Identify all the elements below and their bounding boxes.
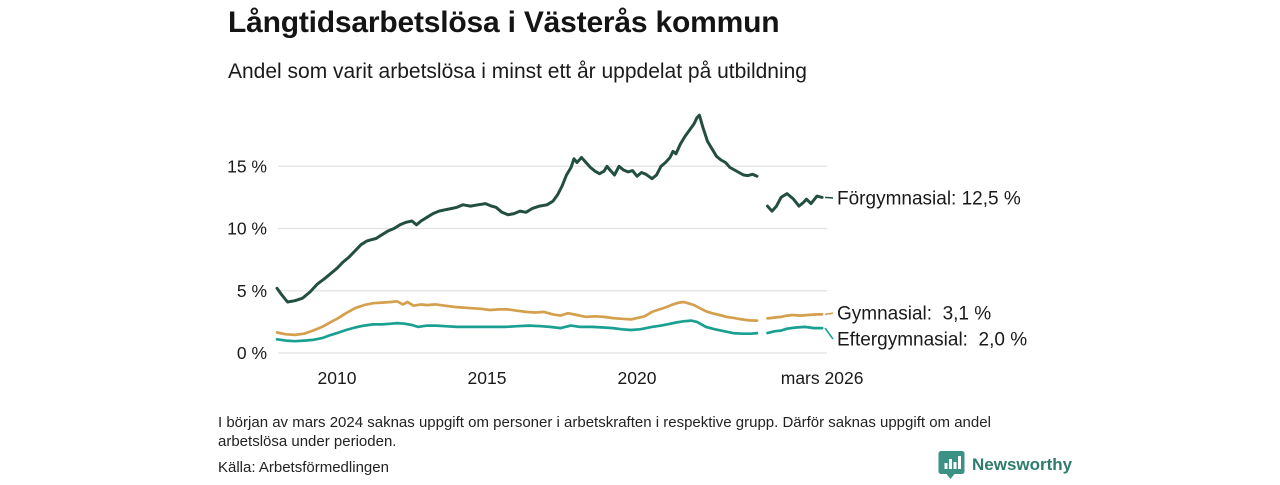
y-axis-tick-label: 10 % <box>227 219 267 239</box>
y-axis-tick-label: 5 % <box>237 281 267 301</box>
series-end-label-gymnasial: Gymnasial: 3,1 % <box>837 304 991 325</box>
series-line-eftergymnasial <box>766 325 824 335</box>
newsworthy-logo-icon <box>938 450 965 480</box>
x-axis-tick-label: mars 2026 <box>781 368 864 388</box>
series-line-gymnasial <box>275 299 759 337</box>
y-axis-tick-label: 15 % <box>227 156 267 176</box>
label-connector-eftergymnasial <box>824 327 834 340</box>
label-connector-gymnasial <box>824 312 834 316</box>
x-axis-tick-label: 2010 <box>318 368 357 388</box>
label-connector-forgymnasial <box>825 196 834 199</box>
source-line: Källa: Arbetsförmedlingen <box>218 459 389 476</box>
page-title: Långtidsarbetslösa i Västerås kommun <box>228 6 780 39</box>
series-line-gymnasial <box>766 313 824 320</box>
series-line-forgymnasial <box>766 192 824 213</box>
page-subtitle: Andel som varit arbetslösa i minst ett å… <box>228 60 807 83</box>
series-line-forgymnasial <box>275 113 759 304</box>
series-end-label-eftergymnasial: Eftergymnasial: 2,0 % <box>837 330 1027 351</box>
series-end-label-forgymnasial: Förgymnasial: 12,5 % <box>837 188 1021 209</box>
series-line-eftergymnasial <box>275 319 759 343</box>
branding: Newsworthy <box>938 450 1072 480</box>
y-axis-tick-label: 0 % <box>237 343 267 363</box>
x-axis-tick-label: 2020 <box>618 368 657 388</box>
chart-footnote: I början av mars 2024 saknas uppgift om … <box>218 414 991 450</box>
x-axis-tick-label: 2015 <box>468 368 507 388</box>
newsworthy-wordmark: Newsworthy <box>972 455 1073 474</box>
